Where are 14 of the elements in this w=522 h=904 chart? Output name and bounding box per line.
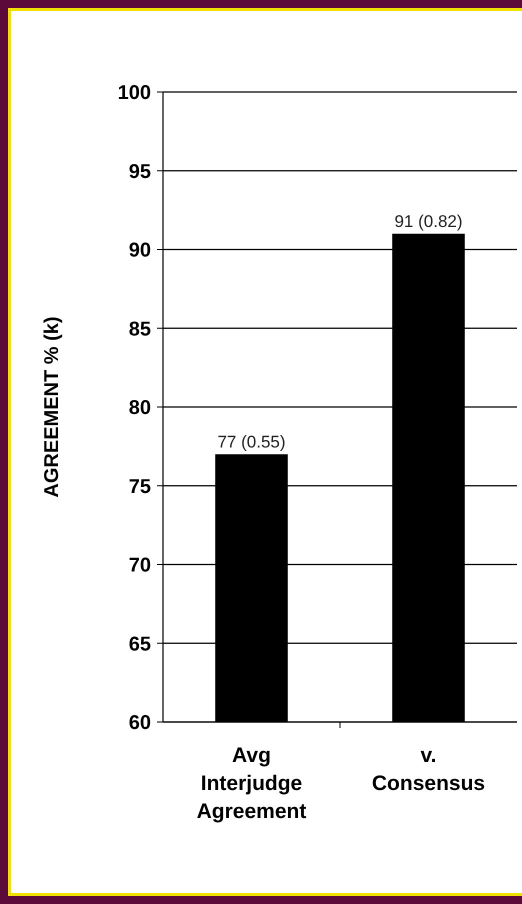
y-tick-label: 100 [118,82,151,104]
data-label: 91 (0.82) [394,212,463,231]
x-tick-label: Avg Interjudge Agreement [196,744,306,823]
data-label: 77 (0.55) [217,432,286,452]
y-tick-label: 60 [128,712,151,734]
y-tick-label: 90 [128,240,151,262]
y-axis-title: AGREEMENT % (k) [41,316,63,498]
y-tick-label: 80 [128,397,151,419]
y-tick-label: 65 [128,633,151,656]
y-tick-label: 85 [128,318,151,340]
y-tick-label: 95 [128,160,151,183]
x-tick-label: v. Consensus [372,744,486,795]
y-tick-label: 75 [128,476,151,498]
y-tick-label: 70 [128,554,151,576]
